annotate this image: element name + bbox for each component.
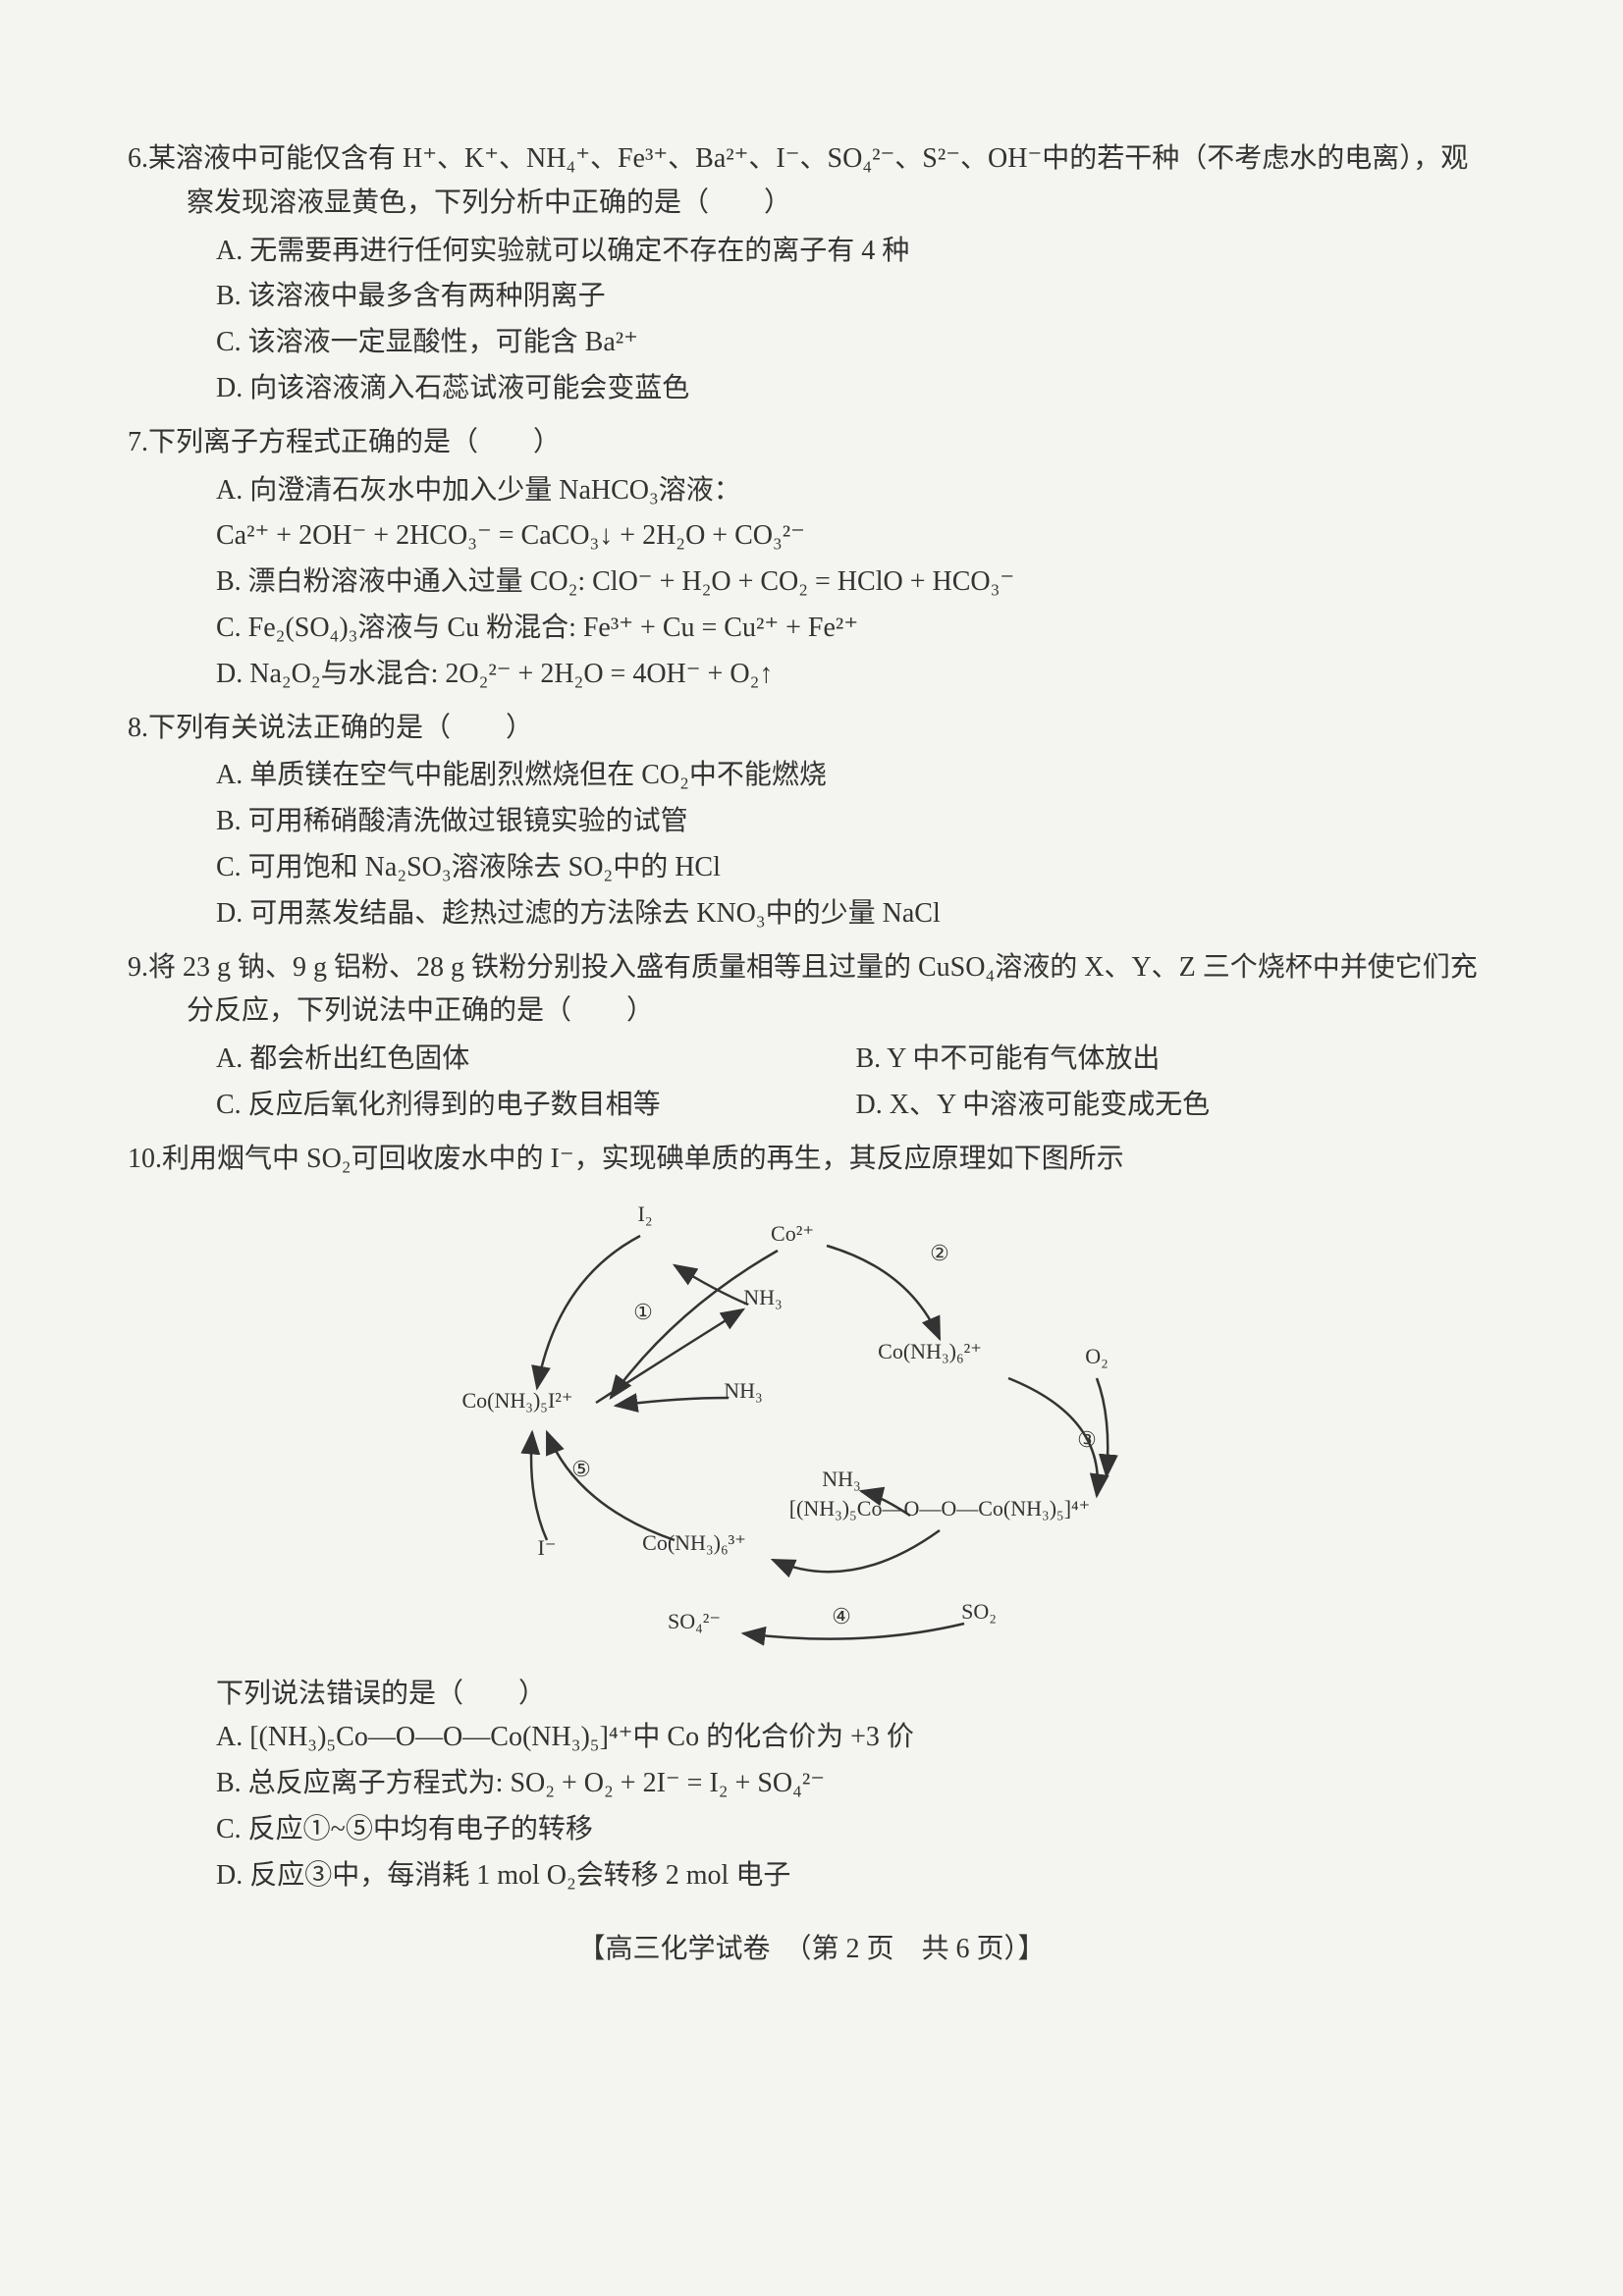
q8-optD: D. 可用蒸发结晶、趁热过滤的方法除去 KNO₃中的少量 NaCl — [128, 892, 1495, 936]
diagram-node-I_minus: I⁻ — [537, 1535, 556, 1560]
q7-number: 7. — [128, 427, 148, 457]
diagram-node-circle3: ③ — [1077, 1427, 1097, 1452]
q9-optB: B. Y 中不可能有气体放出 — [856, 1038, 1496, 1082]
q9-text: 将 23 g 钠、9 g 铝粉、28 g 铁粉分别投入盛有质量相等且过量的 Cu… — [148, 952, 1478, 1027]
q10-optC: C. 反应①~⑤中均有电子的转移 — [128, 1808, 1495, 1852]
diagram-node-I2: I₂ — [637, 1201, 652, 1226]
diagram-node-Co2: Co²⁺ — [771, 1221, 814, 1246]
diagram-node-NH3_1: NH₃ — [743, 1285, 782, 1309]
q9-optA: A. 都会析出红色固体 — [216, 1038, 856, 1082]
diagram-node-SO2: SO₂ — [961, 1599, 997, 1624]
diagram-node-CoNH3_5I2: Co(NH₃)₅I²⁺ — [461, 1388, 572, 1413]
q6-optB: B. 该溶液中最多含有两种阴离子 — [128, 275, 1495, 319]
page-footer: 【高三化学试卷 （第 2 页 共 6 页）】 — [128, 1928, 1495, 1972]
q9-optC: C. 反应后氧化剂得到的电子数目相等 — [216, 1084, 856, 1128]
q10-number: 10. — [128, 1144, 162, 1174]
q8-stem: 8.下列有关说法正确的是（ ） — [128, 707, 1495, 751]
q10-optA: A. [(NH₃)₅Co—O—O—Co(NH₃)₅]⁴⁺中 Co 的化合价为 +… — [128, 1716, 1495, 1760]
question-10: 10.利用烟气中 SO₂可回收废水中的 I⁻，实现碘单质的再生，其反应原理如下图… — [128, 1138, 1495, 1898]
diagram-node-circle2: ② — [930, 1241, 949, 1265]
q7-optA-eq: Ca²⁺ + 2OH⁻ + 2HCO₃⁻ = CaCO₃↓ + 2H₂O + C… — [128, 514, 1495, 559]
diagram-container: I₂ Co²⁺ NH₃ Co(NH₃)₆²⁺ O₂ Co(NH₃)₅I²⁺ NH₃ NH₃ [(… — [128, 1192, 1495, 1663]
q8-text: 下列有关说法正确的是（ ） — [148, 713, 533, 743]
q10-text: 利用烟气中 SO₂可回收废水中的 I⁻，实现碘单质的再生，其反应原理如下图所示 — [162, 1144, 1124, 1174]
q10-sub-text: 下列说法错误的是（ ） — [128, 1673, 1495, 1717]
diagram-node-complex: [(NH₃)₅Co—O—O—Co(NH₃)₅]⁴⁺ — [788, 1496, 1090, 1521]
q8-optB: B. 可用稀硝酸清洗做过银镜实验的试管 — [128, 800, 1495, 844]
q6-optD: D. 向该溶液滴入石蕊试液可能会变蓝色 — [128, 367, 1495, 411]
q6-text: 某溶液中可能仅含有 H⁺、K⁺、NH₄⁺、Fe³⁺、Ba²⁺、I⁻、SO₄²⁻、… — [148, 143, 1468, 218]
q7-stem: 7.下列离子方程式正确的是（ ） — [128, 421, 1495, 465]
q7-optD: D. Na₂O₂与水混合: 2O₂²⁻ + 2H₂O = 4OH⁻ + O₂↑ — [128, 653, 1495, 697]
q7-optC: C. Fe₂(SO₄)₃溶液与 Cu 粉混合: Fe³⁺ + Cu = Cu²⁺… — [128, 607, 1495, 651]
question-6: 6.某溶液中可能仅含有 H⁺、K⁺、NH₄⁺、Fe³⁺、Ba²⁺、I⁻、SO₄²… — [128, 137, 1495, 411]
q8-optC: C. 可用饱和 Na₂SO₃溶液除去 SO₂中的 HCl — [128, 846, 1495, 890]
q9-optD: D. X、Y 中溶液可能变成无色 — [856, 1084, 1496, 1128]
q9-row-cd: C. 反应后氧化剂得到的电子数目相等 D. X、Y 中溶液可能变成无色 — [128, 1084, 1495, 1128]
q9-stem: 9.将 23 g 钠、9 g 铝粉、28 g 铁粉分别投入盛有质量相等且过量的 … — [128, 946, 1495, 1035]
q10-optB: B. 总反应离子方程式为: SO₂ + O₂ + 2I⁻ = I₂ + SO₄²… — [128, 1762, 1495, 1806]
diagram-node-NH3_3: NH₃ — [822, 1467, 860, 1491]
q6-number: 6. — [128, 143, 148, 174]
question-9: 9.将 23 g 钠、9 g 铝粉、28 g 铁粉分别投入盛有质量相等且过量的 … — [128, 946, 1495, 1128]
q7-optB: B. 漂白粉溶液中通入过量 CO₂: ClO⁻ + H₂O + CO₂ = HC… — [128, 561, 1495, 605]
diagram-node-circle1: ① — [633, 1300, 653, 1324]
question-8: 8.下列有关说法正确的是（ ） A. 单质镁在空气中能剧烈燃烧但在 CO₂中不能… — [128, 707, 1495, 936]
q10-optD: D. 反应③中，每消耗 1 mol O₂会转移 2 mol 电子 — [128, 1854, 1495, 1898]
q7-optA: A. 向澄清石灰水中加入少量 NaHCO₃溶液： — [128, 469, 1495, 513]
q6-optA: A. 无需要再进行任何实验就可以确定不存在的离子有 4 种 — [128, 230, 1495, 274]
q6-stem: 6.某溶液中可能仅含有 H⁺、K⁺、NH₄⁺、Fe³⁺、Ba²⁺、I⁻、SO₄²… — [128, 137, 1495, 226]
q8-number: 8. — [128, 713, 148, 743]
diagram-node-O2: O₂ — [1085, 1344, 1109, 1368]
q9-number: 9. — [128, 952, 148, 983]
diagram-node-SO4: SO₄²⁻ — [667, 1609, 720, 1633]
diagram-node-circle4: ④ — [832, 1604, 851, 1629]
q6-optC: C. 该溶液一定显酸性，可能含 Ba²⁺ — [128, 321, 1495, 365]
q9-row-ab: A. 都会析出红色固体 B. Y 中不可能有气体放出 — [128, 1038, 1495, 1082]
q7-text: 下列离子方程式正确的是（ ） — [148, 427, 561, 457]
q10-stem: 10.利用烟气中 SO₂可回收废水中的 I⁻，实现碘单质的再生，其反应原理如下图… — [128, 1138, 1495, 1182]
question-7: 7.下列离子方程式正确的是（ ） A. 向澄清石灰水中加入少量 NaHCO₃溶液… — [128, 421, 1495, 697]
diagram-node-NH3_2: NH₃ — [724, 1378, 762, 1403]
diagram-node-CoNH3_6_2: Co(NH₃)₆²⁺ — [878, 1339, 982, 1363]
diagram-node-circle5: ⑤ — [571, 1457, 591, 1481]
q8-optA: A. 单质镁在空气中能剧烈燃烧但在 CO₂中不能燃烧 — [128, 754, 1495, 798]
reaction-diagram: I₂ Co²⁺ NH₃ Co(NH₃)₆²⁺ O₂ Co(NH₃)₅I²⁺ NH₃ NH₃ [(… — [419, 1192, 1205, 1663]
diagram-node-CoNH3_6_3: Co(NH₃)₆³⁺ — [642, 1530, 746, 1555]
